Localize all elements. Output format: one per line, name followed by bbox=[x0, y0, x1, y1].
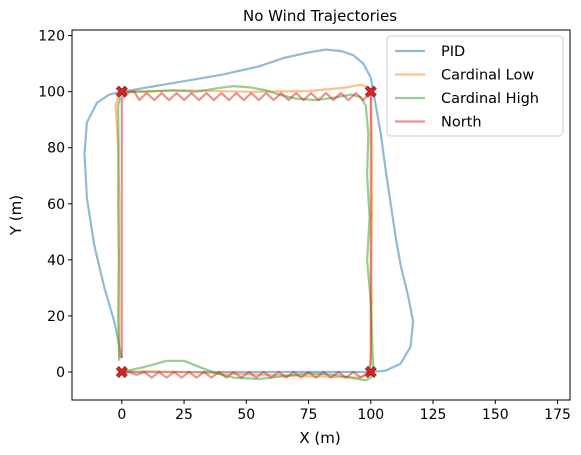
x-tick-label-0: 0 bbox=[117, 407, 126, 423]
x-tick-label-5: 125 bbox=[420, 407, 447, 423]
series-line-0 bbox=[83, 48, 415, 374]
legend-box bbox=[386, 35, 564, 137]
corner-marker-3 bbox=[364, 365, 377, 378]
x-tick-label-6: 150 bbox=[482, 407, 509, 423]
y-axis: 0 20 40 60 80 100 120 bbox=[38, 29, 72, 381]
x-axis: 0 25 50 75 100 125 150 175 bbox=[117, 400, 571, 423]
series-layer bbox=[83, 48, 415, 382]
legend-label-2: Cardinal High bbox=[441, 91, 539, 107]
corner-marker-0 bbox=[115, 365, 128, 378]
x-tick-label-1: 25 bbox=[175, 407, 193, 423]
legend-label-0: PID bbox=[441, 44, 465, 60]
series-line-1 bbox=[114, 83, 374, 379]
marker-layer bbox=[115, 85, 377, 378]
y-tick-label-1: 20 bbox=[47, 309, 65, 325]
legend-label-1: Cardinal Low bbox=[441, 68, 534, 84]
y-tick-label-2: 40 bbox=[47, 253, 65, 269]
y-tick-label-6: 120 bbox=[38, 29, 65, 45]
y-tick-label-4: 80 bbox=[47, 141, 65, 157]
corner-marker-2 bbox=[364, 85, 377, 98]
series-line-3 bbox=[120, 90, 372, 379]
x-tick-label-3: 75 bbox=[300, 407, 318, 423]
y-tick-label-5: 100 bbox=[38, 85, 65, 101]
x-tick-label-7: 175 bbox=[544, 407, 571, 423]
plot-area bbox=[71, 29, 571, 401]
legend-label-3: North bbox=[441, 115, 482, 131]
plot-frame bbox=[71, 29, 571, 401]
x-axis-label: X (m) bbox=[299, 429, 340, 447]
x-tick-label-2: 50 bbox=[237, 407, 255, 423]
x-tick-label-4: 100 bbox=[357, 407, 384, 423]
y-tick-label-3: 60 bbox=[47, 197, 65, 213]
legend: PID Cardinal Low Cardinal High North bbox=[386, 35, 564, 137]
corner-marker-1 bbox=[115, 85, 128, 98]
y-tick-label-0: 0 bbox=[56, 365, 65, 381]
series-line-2 bbox=[117, 85, 375, 382]
y-axis-label: Y (m) bbox=[7, 195, 25, 236]
chart-title: No Wind Trajectories bbox=[243, 7, 397, 25]
